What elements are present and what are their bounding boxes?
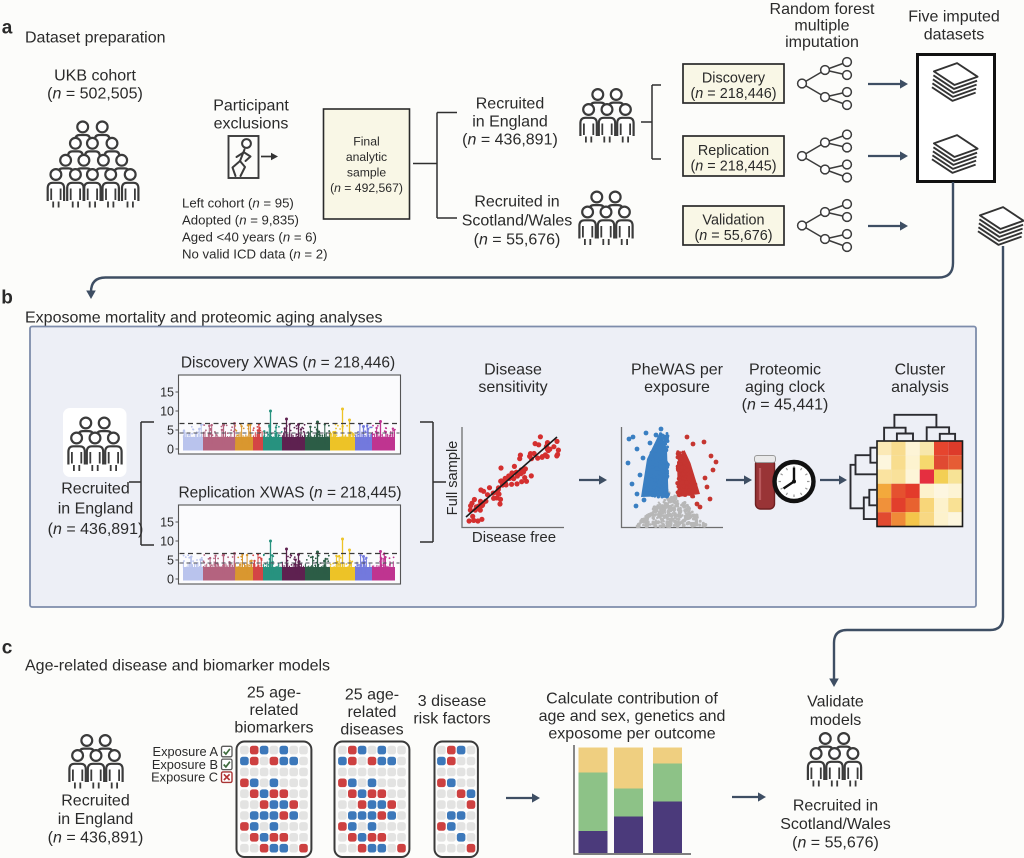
svg-text:Five imputed: Five imputed [908, 9, 1000, 26]
svg-text:Validate: Validate [807, 694, 864, 711]
svg-text:PheWAS per: PheWAS per [631, 362, 724, 379]
svg-text:15: 15 [160, 515, 174, 529]
svg-text:Replication XWAS (n = 218,445): Replication XWAS (n = 218,445) [178, 484, 401, 501]
svg-text:risk factors: risk factors [413, 711, 490, 728]
svg-text:a: a [2, 18, 13, 39]
svg-text:Disease: Disease [484, 362, 542, 379]
svg-text:Full sample: Full sample [445, 441, 461, 516]
svg-text:exclusions: exclusions [214, 116, 289, 133]
svg-text:analytic: analytic [346, 150, 387, 164]
svg-text:in England: in England [58, 811, 134, 828]
svg-text:Recruited in: Recruited in [793, 798, 878, 815]
svg-text:(n = 218,445): (n = 218,445) [690, 159, 776, 175]
svg-text:related: related [348, 704, 397, 721]
svg-text:Final: Final [353, 134, 379, 148]
svg-text:(n = 436,891): (n = 436,891) [48, 521, 144, 538]
svg-text:Random forest: Random forest [770, 1, 875, 18]
svg-text:exposome per outcome: exposome per outcome [548, 726, 715, 743]
svg-text:(n = 45,441): (n = 45,441) [742, 397, 829, 414]
svg-text:(n = 502,505): (n = 502,505) [47, 86, 143, 103]
svg-text:Discovery XWAS (n = 218,446): Discovery XWAS (n = 218,446) [181, 354, 395, 371]
svg-text:Adopted (n = 9,835): Adopted (n = 9,835) [182, 213, 299, 228]
svg-text:Cluster: Cluster [895, 362, 946, 379]
svg-text:Recruited in: Recruited in [474, 194, 559, 211]
svg-text:Replication: Replication [698, 143, 769, 159]
svg-text:(n = 55,676): (n = 55,676) [474, 232, 561, 249]
svg-text:imputation: imputation [785, 34, 859, 51]
svg-text:Discovery: Discovery [702, 70, 766, 86]
svg-text:Participant: Participant [213, 98, 289, 115]
svg-text:Exposure B: Exposure B [152, 757, 218, 772]
svg-text:biomarkers: biomarkers [234, 720, 313, 737]
svg-text:No valid ICD data (n = 2): No valid ICD data (n = 2) [182, 247, 328, 262]
svg-text:datasets: datasets [924, 27, 984, 44]
svg-text:Aged <40 years (n = 6): Aged <40 years (n = 6) [182, 230, 317, 245]
svg-text:b: b [1, 288, 13, 309]
svg-text:Left cohort (n = 95): Left cohort (n = 95) [182, 196, 294, 211]
svg-text:0: 0 [167, 572, 174, 586]
svg-text:multiple: multiple [794, 18, 849, 35]
svg-text:Exposure A: Exposure A [153, 744, 219, 759]
svg-text:15: 15 [160, 385, 174, 399]
svg-text:age and sex, genetics and: age and sex, genetics and [539, 708, 726, 725]
svg-text:aging clock: aging clock [745, 379, 826, 396]
svg-text:Scotland/Wales: Scotland/Wales [780, 816, 891, 833]
svg-text:Dataset preparation: Dataset preparation [25, 30, 166, 47]
svg-text:(n = 218,446): (n = 218,446) [690, 86, 776, 102]
svg-text:Proteomic: Proteomic [749, 362, 821, 379]
svg-text:(n = 492,567): (n = 492,567) [330, 181, 403, 195]
svg-text:25 age-: 25 age- [247, 685, 301, 702]
svg-text:sample: sample [347, 165, 387, 179]
svg-text:related: related [250, 702, 299, 719]
svg-text:(n = 55,676): (n = 55,676) [694, 228, 772, 244]
svg-text:(n = 55,676): (n = 55,676) [792, 835, 879, 852]
svg-text:Recruited: Recruited [61, 793, 129, 810]
svg-text:c: c [2, 638, 13, 659]
svg-text:in England: in England [58, 501, 134, 518]
svg-text:Disease free: Disease free [472, 529, 556, 546]
svg-text:UKB cohort: UKB cohort [54, 68, 136, 85]
svg-text:sensitivity: sensitivity [478, 379, 547, 396]
svg-text:Scotland/Wales: Scotland/Wales [462, 213, 573, 230]
svg-text:Age-related disease and biomar: Age-related disease and biomarker models [25, 658, 330, 675]
svg-text:exposure: exposure [644, 379, 710, 396]
svg-text:(n = 436,891): (n = 436,891) [48, 830, 144, 847]
svg-text:10: 10 [160, 534, 174, 548]
svg-text:diseases: diseases [340, 722, 403, 739]
svg-text:Recruited: Recruited [476, 96, 544, 113]
svg-text:10: 10 [160, 404, 174, 418]
svg-text:(n = 436,891): (n = 436,891) [462, 132, 558, 149]
svg-text:models: models [810, 712, 862, 729]
svg-text:3 disease: 3 disease [418, 693, 487, 710]
svg-text:Recruited: Recruited [61, 481, 129, 498]
svg-text:0: 0 [167, 442, 174, 456]
svg-text:Calculate contribution of: Calculate contribution of [546, 691, 718, 708]
svg-text:Exposure C: Exposure C [151, 770, 218, 785]
svg-text:5: 5 [167, 423, 174, 437]
svg-text:Exposome mortality and proteom: Exposome mortality and proteomic aging a… [25, 310, 383, 327]
svg-text:Validation: Validation [702, 212, 764, 228]
svg-text:25 age-: 25 age- [345, 687, 399, 704]
svg-text:in England: in England [472, 114, 548, 131]
svg-text:analysis: analysis [891, 379, 949, 396]
svg-text:5: 5 [167, 553, 174, 567]
